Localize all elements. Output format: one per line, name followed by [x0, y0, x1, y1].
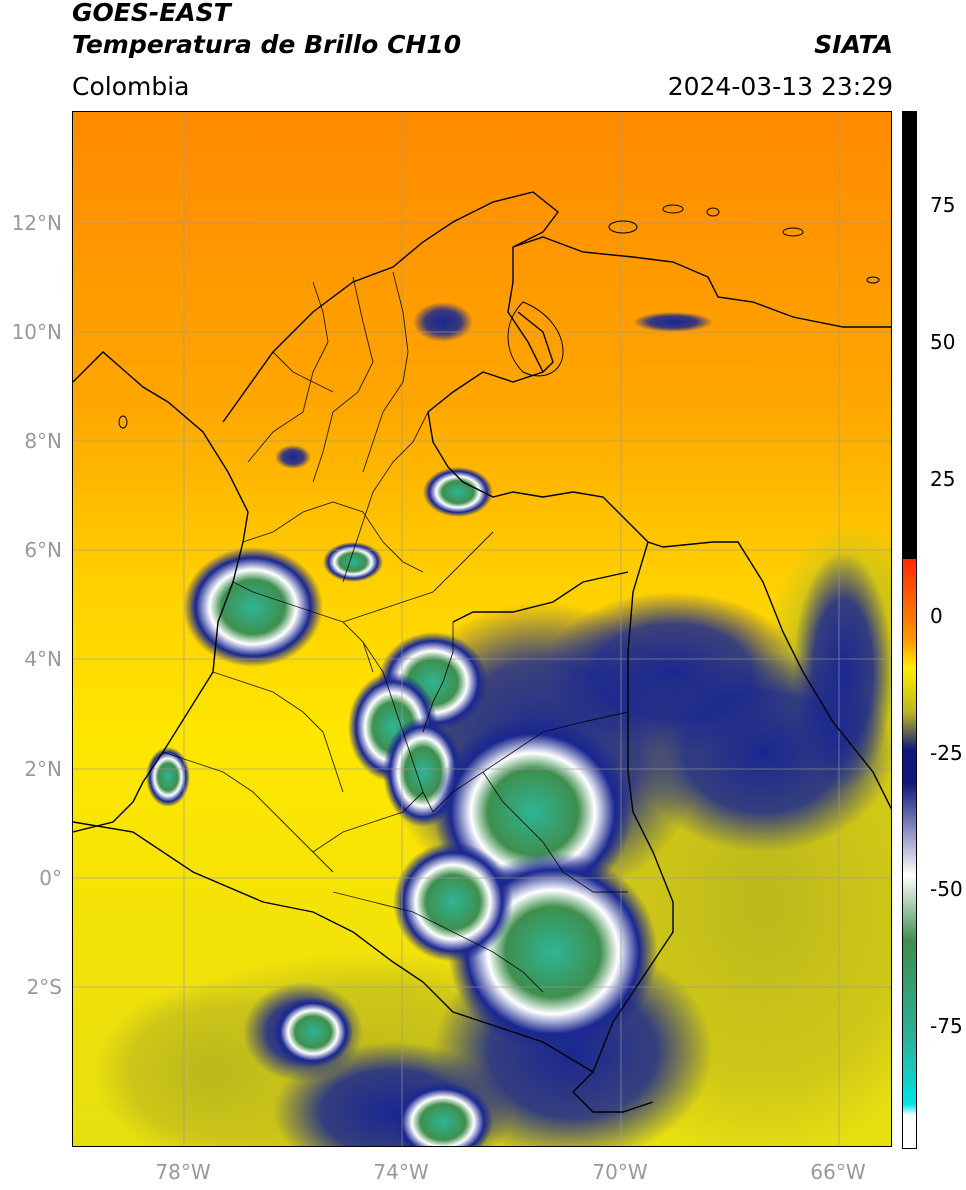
colorbar-tick-neg50: -50 [930, 877, 963, 901]
coast-features [118, 204, 880, 429]
department-borders [162, 271, 629, 993]
lon-label-66w: 66°W [810, 1160, 866, 1184]
map-canvas [73, 112, 891, 1146]
colorbar-tick-neg75: -75 [930, 1014, 963, 1038]
colorbar-tick-50: 50 [930, 330, 956, 354]
colorbar-tick-75: 75 [930, 193, 956, 217]
lat-label-8n: 8°N [24, 429, 62, 453]
colorbar-tick-neg25: -25 [930, 741, 963, 765]
cloud-systems [146, 302, 891, 1146]
map-gridlines [73, 112, 891, 1146]
lon-label-74w: 74°W [373, 1160, 429, 1184]
lat-label-2n: 2°N [24, 757, 62, 781]
product-title: Temperatura de Brillo CH10 [72, 30, 462, 59]
organization-label: SIATA [814, 30, 893, 59]
lat-label-12n: 12°N [11, 211, 62, 235]
lat-label-2s: 2°S [26, 975, 62, 999]
map-panel[interactable] [72, 111, 892, 1147]
colorbar-tick-0: 0 [930, 604, 943, 628]
lon-label-78w: 78°W [155, 1160, 211, 1184]
timestamp-label: 2024-03-13 23:29 [667, 72, 893, 101]
region-label: Colombia [72, 72, 190, 101]
country-borders [73, 191, 891, 1113]
lat-label-0: 0° [39, 866, 62, 890]
satellite-title: GOES-EAST [72, 0, 231, 27]
lat-label-6n: 6°N [24, 538, 62, 562]
colorbar [902, 111, 917, 1149]
lat-label-4n: 4°N [24, 647, 62, 671]
lon-label-70w: 70°W [592, 1160, 648, 1184]
colorbar-tick-25: 25 [930, 467, 956, 491]
lat-label-10n: 10°N [11, 320, 62, 344]
